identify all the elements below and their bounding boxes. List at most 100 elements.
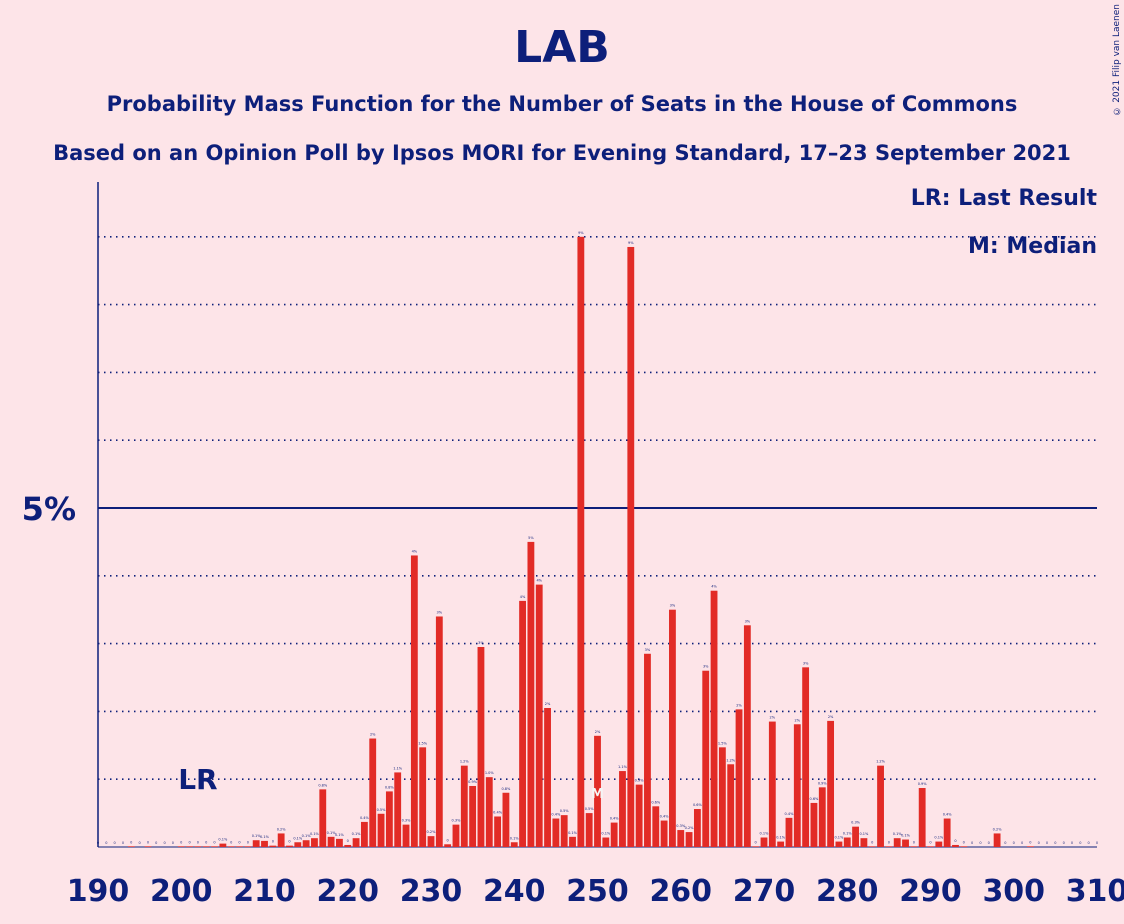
- bar: [902, 839, 909, 847]
- bar-value-label: 0: [122, 841, 124, 845]
- bar-value-label: 3%: [803, 661, 809, 665]
- bar-value-label: 0.5%: [560, 809, 570, 813]
- bar: [244, 846, 252, 847]
- bar: [311, 838, 318, 847]
- bar-value-label: 0.4%: [610, 817, 620, 821]
- bar: [410, 555, 418, 847]
- bar-value-label: 0.5%: [585, 807, 595, 811]
- bar: [669, 609, 676, 847]
- bar-value-label: 0: [139, 841, 141, 845]
- bar: [394, 772, 402, 847]
- bar-value-label: 0.6%: [809, 797, 819, 801]
- bar-value-label: 0.3%: [402, 819, 412, 823]
- bar-value-label: 0: [97, 841, 99, 845]
- bar-value-label: 0.1%: [293, 836, 303, 840]
- bar-value-label: 0: [954, 839, 956, 843]
- bar-value-label: 0: [172, 841, 174, 845]
- bar-value-label: 0.8%: [318, 783, 328, 787]
- bar-value-label: 0: [272, 840, 274, 844]
- bar: [619, 771, 626, 847]
- bar-value-label: 3%: [745, 619, 751, 623]
- bar: [177, 846, 185, 847]
- bar: [810, 802, 818, 847]
- bar-value-label: 0: [1096, 841, 1098, 845]
- bar-value-label: 0: [163, 841, 165, 845]
- x-tick-label: 260: [649, 874, 712, 909]
- bar: [385, 791, 393, 847]
- bar-value-label: 2%: [545, 702, 551, 706]
- bar-value-label: 4%: [412, 549, 418, 553]
- bar-value-label: 2%: [795, 718, 801, 722]
- bar-value-label: 0.1%: [510, 836, 520, 840]
- bar: [893, 838, 901, 847]
- bar-value-label: 0.1%: [218, 838, 228, 842]
- x-tick-label: 220: [316, 874, 379, 909]
- bar-value-label: 0.9%: [635, 779, 645, 783]
- bar: [727, 764, 735, 847]
- x-tick-label: 210: [233, 874, 296, 909]
- bar-value-label: 0: [130, 840, 132, 844]
- bar-value-label: 0.8%: [501, 787, 511, 791]
- x-tick-label: 230: [400, 874, 463, 909]
- bar: [918, 788, 926, 847]
- bar-value-label: 0.9%: [818, 781, 828, 785]
- bar: [327, 836, 335, 847]
- bar: [827, 720, 835, 847]
- bar-value-label: 0.1%: [901, 834, 911, 838]
- bar-value-label: 9%: [578, 231, 584, 235]
- bar-value-label: 0: [114, 841, 116, 845]
- bar-value-label: 1.2%: [876, 760, 886, 764]
- bar: [877, 765, 884, 847]
- bar: [269, 845, 277, 847]
- bar: [960, 846, 968, 847]
- bar-value-label: 0: [205, 840, 207, 844]
- x-tick-label: 310: [1066, 874, 1124, 909]
- bar-value-label: 0: [929, 840, 931, 844]
- bar-value-label: 0: [963, 840, 965, 844]
- median-marker: M: [591, 787, 604, 802]
- bar-value-label: 2%: [370, 733, 376, 737]
- bar-value-label: 4%: [520, 595, 526, 599]
- bar: [652, 806, 660, 847]
- bar: [885, 846, 893, 847]
- x-tick-label: 270: [733, 874, 796, 909]
- bar-value-label: 0: [197, 840, 199, 844]
- bar-value-label: 0.1%: [327, 831, 337, 835]
- bar: [602, 837, 610, 847]
- x-tick-label: 190: [67, 874, 130, 909]
- bar: [818, 787, 826, 847]
- bar: [793, 724, 801, 847]
- bar-value-label: 0: [1054, 841, 1056, 845]
- bar-value-label: 0: [1029, 840, 1031, 844]
- bar-value-label: 1.5%: [718, 741, 728, 745]
- bar: [302, 840, 310, 847]
- bar-value-label: 0.6%: [651, 800, 661, 804]
- bar: [494, 816, 502, 847]
- bar: [277, 833, 285, 847]
- bar-value-label: 1.0%: [485, 771, 495, 775]
- bar: [236, 846, 243, 847]
- x-tick-label: 280: [816, 874, 879, 909]
- bar: [868, 846, 876, 847]
- bar: [377, 813, 385, 847]
- bar: [286, 845, 293, 847]
- bar: [402, 824, 410, 847]
- bar-value-label: 0: [230, 840, 232, 844]
- bar-value-label: 2%: [828, 715, 834, 719]
- chart-source-subtitle: Based on an Opinion Poll by Ipsos MORI f…: [53, 141, 1071, 165]
- bar: [860, 838, 868, 847]
- x-tick-label: 240: [483, 874, 546, 909]
- bar: [660, 820, 668, 847]
- bar: [452, 824, 460, 847]
- bar-value-label: 0: [871, 840, 873, 844]
- bar-value-label: 0: [979, 841, 981, 845]
- bar: [219, 843, 227, 847]
- bar: [760, 837, 768, 847]
- bar-value-label: 3%: [437, 610, 443, 614]
- bar: [211, 846, 218, 847]
- bar: [577, 236, 585, 848]
- bar-value-label: 0.4%: [785, 812, 795, 816]
- bar-value-label: 0: [155, 841, 157, 845]
- bar-value-label: 0.1%: [601, 832, 611, 836]
- bar: [843, 837, 851, 847]
